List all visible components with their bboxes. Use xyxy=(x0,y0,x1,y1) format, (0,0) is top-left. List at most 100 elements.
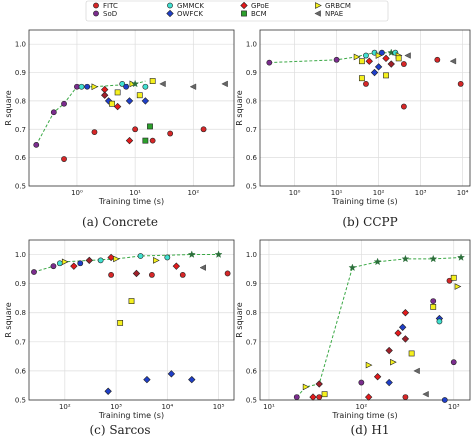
data-point-fitc xyxy=(224,270,231,277)
y-axis-label: R square xyxy=(235,302,244,337)
x-tick-label: 10¹ xyxy=(129,189,141,197)
data-point-fitc xyxy=(434,56,441,63)
y-axis-label: R square xyxy=(4,302,13,337)
data-point-mtck xyxy=(373,257,382,266)
x-tick-label: 10³ xyxy=(448,403,460,411)
data-point-npae xyxy=(199,264,206,271)
chart-caption: (a) Concrete xyxy=(82,215,158,229)
y-tick-label: 0.8 xyxy=(246,97,257,105)
data-point-fitc xyxy=(200,126,207,133)
y-tick-label: 1.0 xyxy=(15,251,26,259)
y-tick-label: 0.7 xyxy=(15,126,26,134)
data-point-owck xyxy=(114,89,121,96)
x-tick-label: 10² xyxy=(187,189,199,197)
x-tick-label: 10² xyxy=(373,189,385,197)
legend-marker-bcm xyxy=(241,10,247,17)
legend-label-sod: SoD xyxy=(103,10,117,18)
data-point-rbcm xyxy=(132,269,141,278)
data-point-owck xyxy=(149,78,156,84)
x-tick-label: 10⁰ xyxy=(71,189,83,197)
data-point-rbcm xyxy=(315,380,323,388)
data-point-owck xyxy=(136,92,143,99)
data-point-rbcm xyxy=(387,60,395,68)
data-point-owfck xyxy=(374,63,383,71)
data-point-owfck xyxy=(167,370,176,378)
x-axis-label: Training time (s) xyxy=(98,197,164,206)
data-point-owck xyxy=(450,274,457,281)
legend-label-npae: NPAE xyxy=(325,10,343,18)
data-point-owfck xyxy=(398,323,407,331)
data-point-fitc xyxy=(446,277,453,284)
data-point-poe xyxy=(77,260,84,267)
y-tick-label: 0.7 xyxy=(15,338,26,346)
y-tick-label: 0.8 xyxy=(15,97,26,105)
legend-marker-gpoe xyxy=(240,1,248,10)
chart-panel-3: 0.5 0.6 0.7 0.8 0.9 1.0 10² 10³ 10⁴ 10⁵ Training t… xyxy=(4,239,235,437)
data-point-sod xyxy=(266,59,273,66)
data-point-npae xyxy=(221,80,228,88)
legend-marker-fitc xyxy=(93,2,99,9)
data-point-owfck xyxy=(104,387,112,395)
legend-label-gmmck: GMMCK xyxy=(177,2,204,10)
x-axis-label: Training time (s) xyxy=(98,411,164,420)
data-point-owfck xyxy=(188,375,196,384)
data-point-rbcm xyxy=(401,335,410,343)
x-axis-label: Training time (s) xyxy=(331,197,397,206)
x-tick-label: 10² xyxy=(59,403,71,411)
data-point-sod xyxy=(50,109,57,116)
data-point-gpoe xyxy=(373,373,382,381)
data-point-owck xyxy=(358,75,365,82)
data-point-fitc xyxy=(400,103,407,110)
x-tick-label: 10⁵ xyxy=(213,403,225,411)
data-point-mtck xyxy=(131,79,139,88)
data-point-owfck xyxy=(370,68,379,77)
data-point-fitc xyxy=(457,80,464,87)
x-tick-label: 10² xyxy=(355,403,367,411)
chart-panel-1: 0.5 0.6 0.7 0.8 0.9 1.0 10⁰ 10¹ 10² Training time… xyxy=(4,29,235,229)
data-point-grbcm xyxy=(375,52,383,59)
y-tick-label: 0.8 xyxy=(15,309,26,317)
data-point-owck xyxy=(321,391,328,398)
data-point-sod xyxy=(333,56,340,63)
data-point-sod xyxy=(61,100,67,107)
y-tick-label: 0.7 xyxy=(246,338,257,346)
plot-frame xyxy=(28,29,235,187)
data-point-gmmck xyxy=(363,52,369,59)
data-point-owfck xyxy=(143,375,151,384)
plot-area xyxy=(260,240,470,400)
plot-area xyxy=(29,240,234,400)
data-point-npae xyxy=(422,390,429,398)
data-point-fitc xyxy=(400,61,407,67)
data-point-owck xyxy=(128,298,135,304)
data-point-gpoe xyxy=(365,57,373,65)
data-point-mtck xyxy=(214,250,223,258)
data-point-rbcm xyxy=(85,256,93,265)
y-axis-label: R square xyxy=(235,90,244,125)
plot-frame xyxy=(259,239,471,401)
data-point-npae xyxy=(449,57,457,65)
legend-marker-owfck xyxy=(166,9,174,18)
legend-marker-npae xyxy=(314,10,321,17)
legend-marker-grbcm xyxy=(315,2,322,9)
data-point-grbcm xyxy=(353,53,361,61)
data-point-rbcm xyxy=(385,346,393,355)
data-point-fitc xyxy=(167,130,174,137)
data-point-fitc xyxy=(149,137,156,144)
data-point-sod xyxy=(430,298,437,304)
data-point-gpoe xyxy=(113,102,122,111)
y-tick-label: 1.0 xyxy=(246,251,257,259)
x-tick-label: 10⁴ xyxy=(161,403,173,411)
chart-caption: (c) Sarcos xyxy=(89,423,150,437)
y-tick-label: 0.7 xyxy=(246,126,257,134)
data-point-sod xyxy=(33,141,40,148)
data-point-npae xyxy=(413,367,420,375)
data-point-owck xyxy=(358,58,365,65)
data-point-fitc xyxy=(61,156,67,162)
data-point-fitc xyxy=(132,126,139,133)
x-tick-label: 10³ xyxy=(415,189,427,197)
data-point-gpoe xyxy=(172,262,181,270)
data-point-sod xyxy=(293,394,300,400)
data-point-gmmck xyxy=(119,80,126,87)
y-tick-label: 1.0 xyxy=(15,41,26,49)
plot-frame xyxy=(259,29,471,187)
